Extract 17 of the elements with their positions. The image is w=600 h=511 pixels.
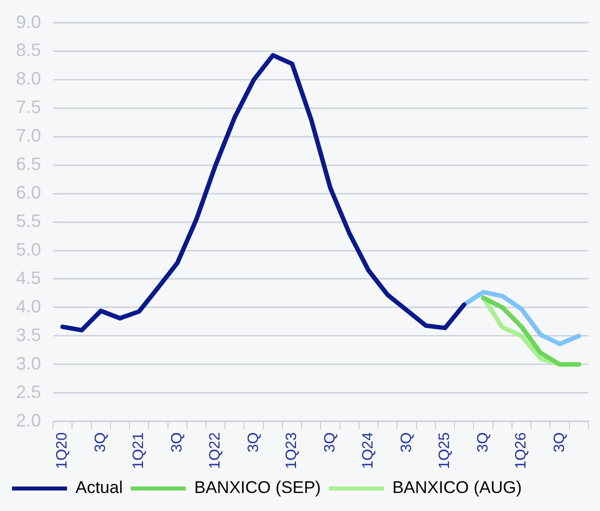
legend-label: Actual bbox=[76, 478, 123, 498]
x-tick-label: 3Q bbox=[321, 432, 338, 452]
x-tick-label: 3Q bbox=[244, 432, 262, 452]
x-tick-label: 1Q23 bbox=[283, 432, 300, 470]
x-tick-label: 3Q bbox=[550, 432, 568, 452]
legend-label: BANXICO (AUG) bbox=[392, 478, 522, 498]
x-tick-label: 1Q22 bbox=[206, 432, 224, 470]
x-tick-label: 1Q25 bbox=[436, 432, 454, 470]
x-tick-label: 1Q20 bbox=[54, 432, 71, 470]
x-tick-label: 3Q bbox=[92, 432, 109, 452]
x-tick-label: 3Q bbox=[474, 432, 492, 452]
x-tick-label: 3Q bbox=[398, 432, 415, 452]
legend-label: BANXICO (SEP) bbox=[194, 478, 321, 498]
x-tick-label: 1Q24 bbox=[360, 432, 377, 470]
x-tick-label: 1Q26 bbox=[512, 432, 530, 470]
x-tick-label: 1Q21 bbox=[130, 432, 148, 470]
x-tick-label: 3Q bbox=[168, 432, 186, 452]
